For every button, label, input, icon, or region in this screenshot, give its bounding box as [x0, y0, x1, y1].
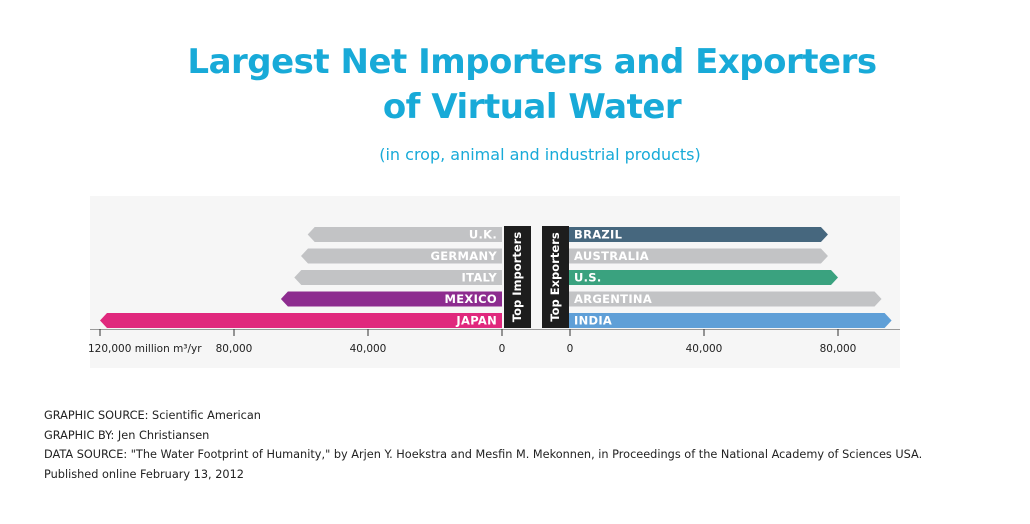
- exporter-label-argentina: ARGENTINA: [574, 292, 652, 306]
- chart-title-line2: of Virtual Water: [382, 87, 682, 127]
- importer-tick-label: 80,000: [216, 343, 253, 355]
- exporter-bar-australia: [568, 248, 828, 264]
- importer-tick-label: 40,000: [350, 343, 387, 355]
- exporter-tick-label: 40,000: [686, 343, 723, 355]
- exporter-bars: BRAZIL AUSTRALIA U.S. ARGENTINA INDIA: [568, 227, 892, 328]
- importer-bar-italy: [294, 270, 502, 285]
- importer-bar-germany: [301, 248, 502, 264]
- exporter-label-india: INDIA: [574, 314, 612, 328]
- credit-published: Published online February 13, 2012: [44, 467, 244, 481]
- importer-label-germany: GERMANY: [430, 249, 497, 263]
- exporter-label-australia: AUSTRALIA: [574, 249, 649, 263]
- importer-bar-japan: [100, 313, 502, 328]
- importer-bars: U.K. GERMANY ITALY MEXICO JAPAN: [100, 227, 502, 328]
- importer-label-mexico: MEXICO: [445, 292, 497, 306]
- exporter-tick-label: 0: [567, 343, 574, 355]
- importers-group-box: [504, 226, 531, 328]
- exporter-axis-ticks: 0 40,000 80,000: [567, 329, 857, 355]
- exporter-tick-label: 80,000: [820, 343, 857, 355]
- exporter-bar-argentina: [568, 291, 882, 307]
- importer-label-italy: ITALY: [462, 271, 498, 285]
- importer-label-japan: JAPAN: [455, 314, 497, 328]
- exporter-bar-india: [568, 313, 892, 328]
- importer-tick-label: 120,000 million m³/yr: [88, 343, 202, 355]
- credit-graphic-by: GRAPHIC BY: Jen Christiansen: [44, 428, 210, 442]
- importer-bar-u-k: [307, 227, 502, 242]
- exporter-label-brazil: BRAZIL: [574, 228, 623, 242]
- importer-axis-ticks: 120,000 million m³/yr 80,000 40,000 0: [88, 329, 505, 355]
- exporter-label-u-s: U.S.: [574, 271, 602, 285]
- chart-title-line1: Largest Net Importers and Exporters: [187, 42, 877, 82]
- exporter-bar-u-s: [568, 270, 838, 285]
- chart-title: Largest Net Importers and Exporters of V…: [0, 40, 1030, 130]
- credit-graphic-source: GRAPHIC SOURCE: Scientific American: [44, 409, 261, 422]
- credits: GRAPHIC SOURCE: Scientific American GRAP…: [44, 406, 922, 484]
- exporters-group-label: Top Exporters: [548, 232, 562, 321]
- importer-tick-label: 0: [499, 343, 506, 355]
- importer-bar-mexico: [280, 291, 502, 307]
- exporters-group-box: [542, 226, 569, 328]
- importer-label-u-k: U.K.: [469, 228, 497, 242]
- importers-group-label: Top Importers: [510, 232, 524, 322]
- chart-subtitle: (in crop, animal and industrial products…: [379, 145, 701, 164]
- exporter-bar-brazil: [568, 227, 828, 242]
- credit-data-source: DATA SOURCE: "The Water Footprint of Hum…: [44, 448, 923, 461]
